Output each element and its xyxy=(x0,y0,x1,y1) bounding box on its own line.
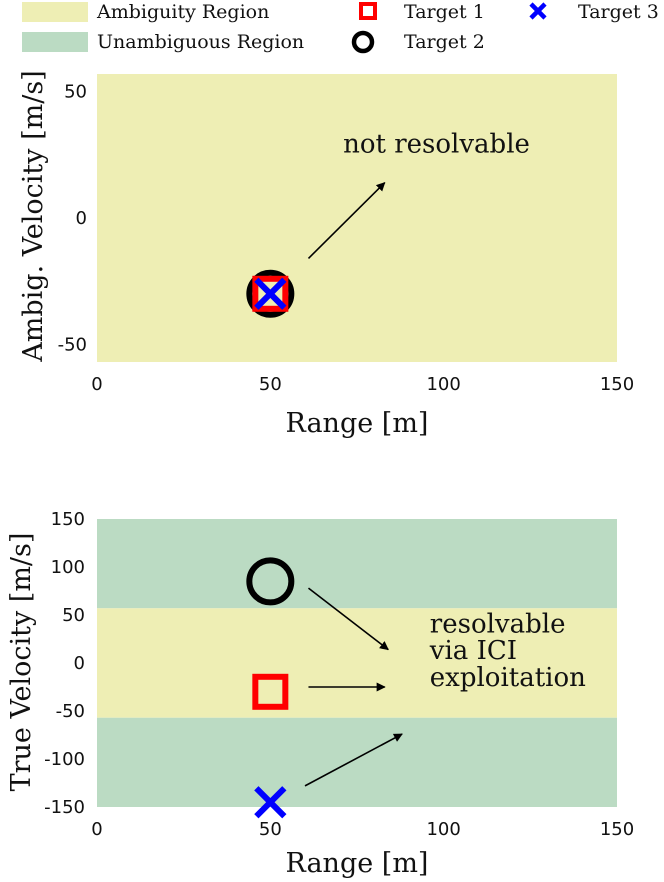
bottom-chart-annotation-0: resolvable xyxy=(430,609,566,639)
legend-cross-marker-icon xyxy=(529,2,547,20)
bottom-chart-annotation-1: via ICI xyxy=(429,636,517,666)
bottom-chart-regions xyxy=(97,519,617,807)
bottom-chart-region-2 xyxy=(97,717,617,807)
legend-label-target-2: Target 2 xyxy=(404,31,485,53)
bottom-chart-target-2-marker xyxy=(246,557,295,606)
top-chart-points xyxy=(246,269,295,318)
bottom-chart-y-tick-2: -50 xyxy=(56,701,85,722)
bottom-chart-y-tick-5: 100 xyxy=(51,557,85,578)
top-chart-x-axis-label: Range [m] xyxy=(286,408,429,439)
bottom-chart-y-ticks: -150 -100 -50 0 50 100 150 xyxy=(44,509,85,818)
bottom-chart-target-1-marker xyxy=(252,673,289,710)
top-chart-arrow-0 xyxy=(307,181,386,259)
bottom-chart-region-0 xyxy=(97,519,617,609)
bottom-chart-y-tick-6: 150 xyxy=(51,509,85,530)
top-chart-x-tick-3: 150 xyxy=(600,374,634,395)
bottom-chart-x-axis-label: Range [m] xyxy=(286,848,429,879)
legend-circle-marker-icon xyxy=(351,30,375,54)
bottom-chart-arrows xyxy=(304,587,403,787)
legend-cross-stroke-b xyxy=(529,2,547,20)
legend-label-target-3: Target 3 xyxy=(578,1,659,23)
bottom-chart-y-tick-1: -100 xyxy=(44,749,85,770)
bottom-chart-y-tick-4: 50 xyxy=(62,605,85,626)
bottom-chart-arrow-0 xyxy=(307,587,389,651)
legend-label-unambiguous: Unambiguous Region xyxy=(97,31,304,53)
bottom-chart-annotation-2: exploitation xyxy=(430,663,586,693)
top-chart-y-tick-1: 0 xyxy=(76,208,87,229)
bottom-chart-x-ticks: 0 50 100 150 xyxy=(91,819,634,840)
bottom-chart-arrow-2 xyxy=(304,733,403,787)
bottom-chart-y-tick-0: -150 xyxy=(44,797,85,818)
top-chart-x-tick-2: 100 xyxy=(426,374,460,395)
top-chart-target-1-marker xyxy=(252,275,289,312)
top-chart-y-tick-2: 50 xyxy=(64,82,87,103)
top-chart-x-ticks: 0 50 100 150 xyxy=(91,374,634,395)
top-chart-annotations: not resolvable xyxy=(343,129,530,159)
legend-patch-ambiguity xyxy=(22,2,88,22)
legend: Ambiguity Region Unambiguous Region Targ… xyxy=(22,1,659,54)
bottom-chart-y-axis-label: True Velocity [m/s] xyxy=(6,533,37,792)
top-chart-y-ticks: -50 0 50 xyxy=(58,82,87,356)
legend-square-marker-icon xyxy=(359,2,377,20)
top-chart-target-2-marker xyxy=(246,269,295,318)
bottom-chart-x-tick-1: 50 xyxy=(259,819,282,840)
legend-patch-unambiguous xyxy=(22,32,88,52)
top-chart-region-0 xyxy=(97,74,617,362)
legend-label-target-1: Target 1 xyxy=(404,1,485,23)
top-chart-regions xyxy=(97,74,617,362)
top-chart-y-axis-label: Ambig. Velocity [m/s] xyxy=(18,70,49,362)
bottom-chart-x-tick-3: 150 xyxy=(600,819,634,840)
bottom-chart-x-tick-2: 100 xyxy=(426,819,460,840)
bottom-chart-target-3-marker-stroke-b xyxy=(254,786,287,819)
bottom-chart-y-tick-3: 0 xyxy=(74,653,85,674)
top-chart-y-tick-0: -50 xyxy=(58,334,87,355)
top-chart-annotation-0: not resolvable xyxy=(343,129,530,159)
legend-label-ambiguity: Ambiguity Region xyxy=(96,1,269,23)
top-chart-arrows xyxy=(307,181,386,259)
bottom-chart-x-tick-0: 0 xyxy=(91,819,102,840)
top-chart-target-3-marker-stroke-b xyxy=(254,277,287,310)
top-chart-x-tick-1: 50 xyxy=(259,374,282,395)
bottom-chart-points xyxy=(246,557,295,819)
top-chart-x-tick-0: 0 xyxy=(91,374,102,395)
